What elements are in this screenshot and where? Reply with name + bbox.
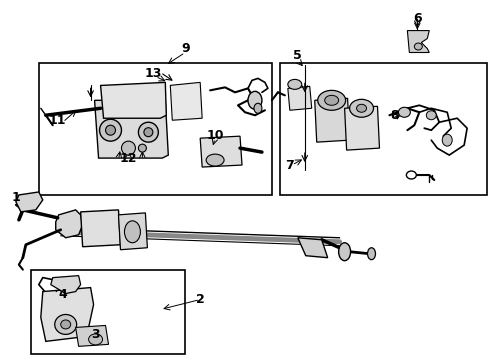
Ellipse shape <box>398 107 410 117</box>
Polygon shape <box>95 100 168 158</box>
Ellipse shape <box>339 243 350 261</box>
Polygon shape <box>315 98 349 142</box>
Ellipse shape <box>144 128 153 137</box>
Ellipse shape <box>138 122 158 142</box>
Ellipse shape <box>288 80 302 89</box>
Ellipse shape <box>248 91 262 109</box>
Ellipse shape <box>254 103 262 113</box>
Ellipse shape <box>122 141 135 155</box>
Text: 1: 1 <box>11 192 20 204</box>
Ellipse shape <box>325 95 339 105</box>
Text: 9: 9 <box>181 42 190 55</box>
Text: 13: 13 <box>145 67 162 80</box>
Text: 8: 8 <box>390 109 399 122</box>
Ellipse shape <box>89 334 102 345</box>
Ellipse shape <box>105 125 116 135</box>
Text: 10: 10 <box>206 129 224 142</box>
Polygon shape <box>407 31 429 53</box>
Ellipse shape <box>406 171 416 179</box>
Text: 5: 5 <box>294 49 302 62</box>
Ellipse shape <box>206 154 224 166</box>
Polygon shape <box>119 213 147 250</box>
Polygon shape <box>75 325 108 346</box>
Polygon shape <box>16 192 43 212</box>
Polygon shape <box>200 136 242 167</box>
Polygon shape <box>81 210 121 247</box>
Polygon shape <box>288 86 312 110</box>
Text: 7: 7 <box>286 158 294 172</box>
Ellipse shape <box>368 248 375 260</box>
Bar <box>39 63 272 195</box>
Text: 2: 2 <box>196 293 204 306</box>
Text: 4: 4 <box>58 288 67 301</box>
Polygon shape <box>100 82 166 118</box>
Ellipse shape <box>415 43 422 50</box>
Ellipse shape <box>61 320 71 329</box>
Polygon shape <box>41 288 94 341</box>
Bar <box>280 63 487 195</box>
Ellipse shape <box>99 119 122 141</box>
Ellipse shape <box>426 111 436 120</box>
Ellipse shape <box>357 104 367 112</box>
Ellipse shape <box>442 134 452 146</box>
Polygon shape <box>51 276 81 293</box>
Ellipse shape <box>349 99 373 117</box>
Ellipse shape <box>138 144 147 152</box>
Ellipse shape <box>318 90 345 110</box>
Bar <box>31 270 185 354</box>
Text: 6: 6 <box>413 12 422 25</box>
Text: 3: 3 <box>91 328 100 341</box>
Polygon shape <box>344 106 379 150</box>
Polygon shape <box>56 210 83 238</box>
Text: 12: 12 <box>120 152 137 165</box>
Polygon shape <box>298 238 328 258</box>
Ellipse shape <box>124 221 141 243</box>
Polygon shape <box>171 82 202 120</box>
Text: 11: 11 <box>49 114 67 127</box>
Ellipse shape <box>55 315 76 334</box>
